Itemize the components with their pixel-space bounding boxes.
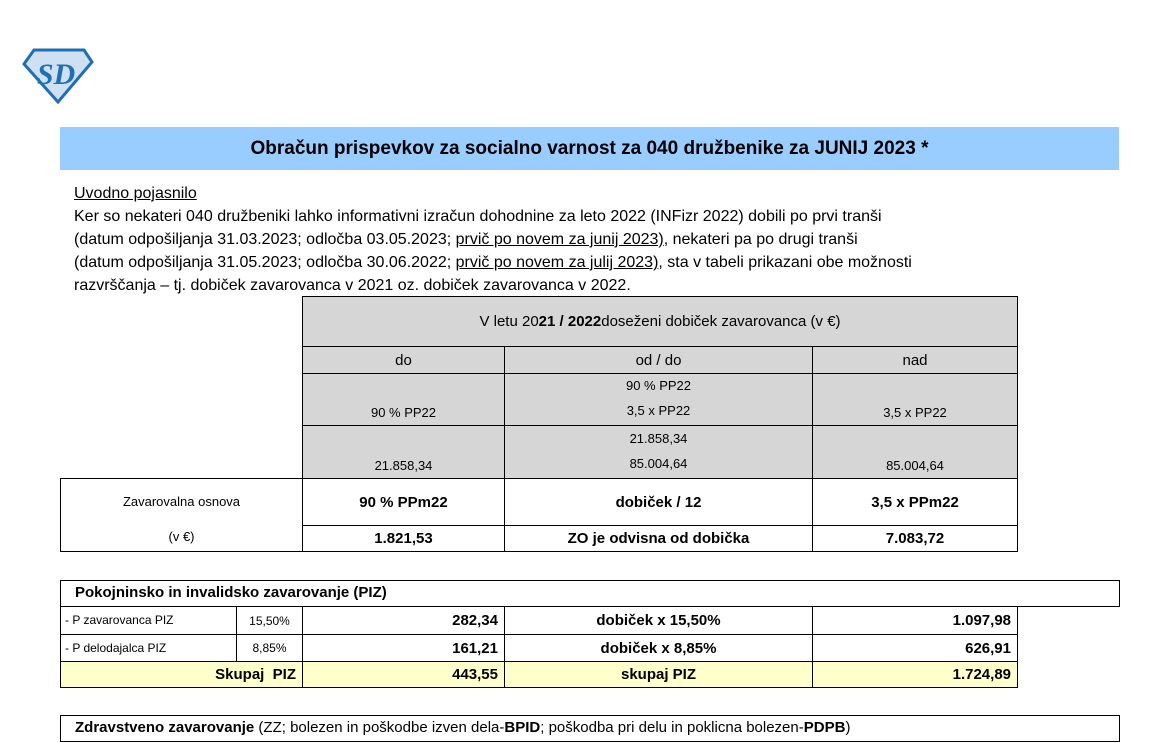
amt-do: 21.858,34: [302, 425, 505, 479]
zo-label-cell: Zavarovalna osnova (v €): [60, 478, 303, 552]
logo: SD: [22, 48, 94, 105]
svg-text:SD: SD: [37, 58, 75, 91]
zo-formula-do: 90 % PPm22: [302, 478, 505, 526]
piz-total-label: Skupaj PIZ: [60, 661, 303, 688]
piz-total-min: 443,55: [302, 661, 505, 688]
piz-row-rate: 15,50%: [236, 606, 303, 635]
intro-line: razvrščanja – tj. dobiček zavarovanca v …: [74, 277, 631, 294]
pp-nad: 3,5 x PP22: [812, 373, 1018, 426]
piz-row-max: 626,91: [812, 634, 1018, 662]
amt-nad: 85.004,64: [812, 425, 1018, 479]
intro-line: Ker so nekateri 040 družbeniki lahko inf…: [74, 208, 882, 225]
zz-heading: Zdravstveno zavarovanje (ZZ; bolezen in …: [60, 715, 1120, 742]
intro-line: (datum odpošiljanja 31.05.2023; odločba …: [74, 254, 912, 271]
pp-mid: 90 % PP22 3,5 x PP22: [504, 373, 813, 426]
piz-row-formula: dobiček x 15,50%: [504, 606, 813, 635]
pp-do: 90 % PP22: [302, 373, 505, 426]
amt-mid: 21.858,34 85.004,64: [504, 425, 813, 479]
zo-value-mid: ZO je odvisna od dobička: [504, 525, 813, 552]
piz-row-min: 161,21: [302, 634, 505, 662]
piz-row-max: 1.097,98: [812, 606, 1018, 635]
piz-row-formula: dobiček x 8,85%: [504, 634, 813, 662]
table-header: V letu 20 21 / 2022 doseženi dobiček zava…: [302, 296, 1018, 347]
piz-row-label: - P delodajalca PIZ: [60, 634, 237, 662]
piz-row-min: 282,34: [302, 606, 505, 635]
intro: Uvodno pojasnilo Ker so nekateri 040 dru…: [74, 182, 1114, 297]
zo-formula-nad: 3,5 x PPm22: [812, 478, 1018, 526]
col-do: do: [302, 346, 505, 374]
piz-row-rate: 8,85%: [236, 634, 303, 662]
piz-total-formula: skupaj PIZ: [504, 661, 813, 688]
piz-total-max: 1.724,89: [812, 661, 1018, 688]
zo-formula-mid: dobiček / 12: [504, 478, 813, 526]
zo-value-nad: 7.083,72: [812, 525, 1018, 552]
intro-heading: Uvodno pojasnilo: [74, 185, 197, 202]
piz-row-label: - P zavarovanca PIZ: [60, 606, 237, 635]
zo-value-do: 1.821,53: [302, 525, 505, 552]
page-title: Obračun prispevkov za socialno varnost z…: [60, 127, 1119, 170]
intro-line: (datum odpošiljanja 31.03.2023; odločba …: [74, 231, 858, 248]
col-nad: nad: [812, 346, 1018, 374]
col-od-do: od / do: [504, 346, 813, 374]
piz-heading: Pokojninsko in invalidsko zavarovanje (P…: [60, 580, 1120, 607]
